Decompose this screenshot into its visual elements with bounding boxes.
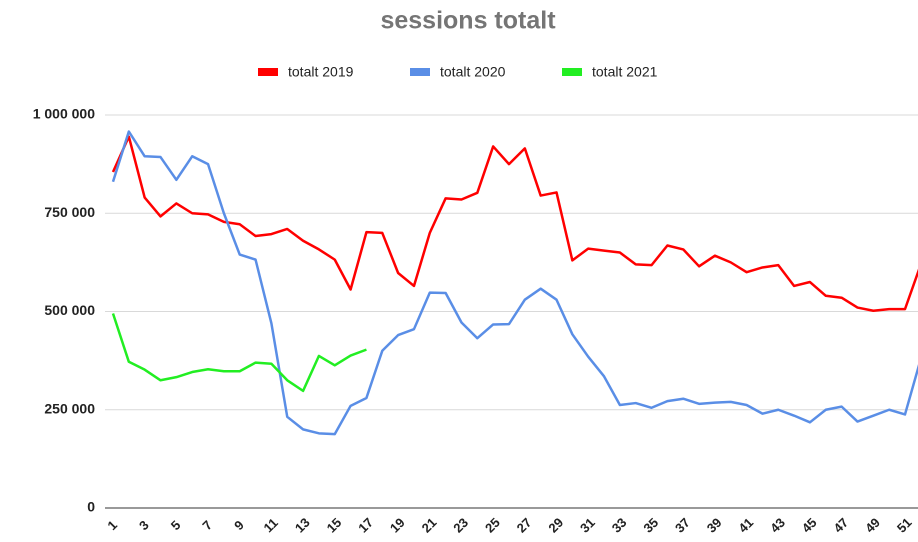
x-tick-label: 33 — [609, 515, 630, 536]
x-tick-label: 37 — [672, 515, 693, 536]
x-tick-label: 9 — [231, 517, 247, 533]
legend-label: totalt 2019 — [288, 64, 354, 80]
y-tick-label: 0 — [87, 499, 95, 515]
x-tick-label: 31 — [577, 515, 598, 536]
x-tick-label: 25 — [482, 515, 503, 536]
x-tick-label: 47 — [830, 515, 851, 536]
x-tick-label: 39 — [704, 515, 725, 536]
legend-label: totalt 2020 — [440, 64, 506, 80]
x-tick-label: 35 — [640, 515, 661, 536]
y-tick-label: 250 000 — [44, 400, 95, 416]
series-line — [111, 135, 918, 312]
x-tick-label: 45 — [799, 515, 820, 536]
x-tick-label: 41 — [735, 515, 756, 536]
x-tick-label: 29 — [545, 515, 566, 536]
x-tick-label: 23 — [450, 515, 471, 536]
x-tick-label: 51 — [894, 515, 915, 536]
x-tick-label: 19 — [387, 515, 408, 536]
chart-title: sessions totalt — [380, 7, 556, 35]
x-tick-label: 5 — [168, 517, 184, 533]
x-tick-label: 49 — [862, 515, 883, 536]
x-tick-label: 13 — [292, 515, 313, 536]
x-tick-label: 43 — [767, 515, 788, 536]
x-tick-label: 21 — [419, 515, 440, 536]
legend-swatch — [562, 68, 582, 76]
x-tick-label: 27 — [514, 515, 535, 536]
x-tick-label: 3 — [136, 517, 152, 533]
legend-label: totalt 2021 — [592, 64, 658, 80]
y-tick-label: 500 000 — [44, 302, 95, 318]
x-tick-label: 15 — [324, 515, 345, 536]
y-tick-label: 750 000 — [44, 204, 95, 220]
x-tick-label: 7 — [199, 517, 215, 533]
series-line — [111, 313, 367, 393]
legend-swatch — [410, 68, 430, 76]
x-tick-label: 11 — [260, 515, 280, 535]
legend-swatch — [258, 68, 278, 76]
series-line — [111, 130, 918, 436]
x-tick-label: 17 — [355, 515, 376, 536]
y-tick-label: 1 000 000 — [33, 106, 95, 122]
x-tick-label: 1 — [104, 517, 120, 533]
